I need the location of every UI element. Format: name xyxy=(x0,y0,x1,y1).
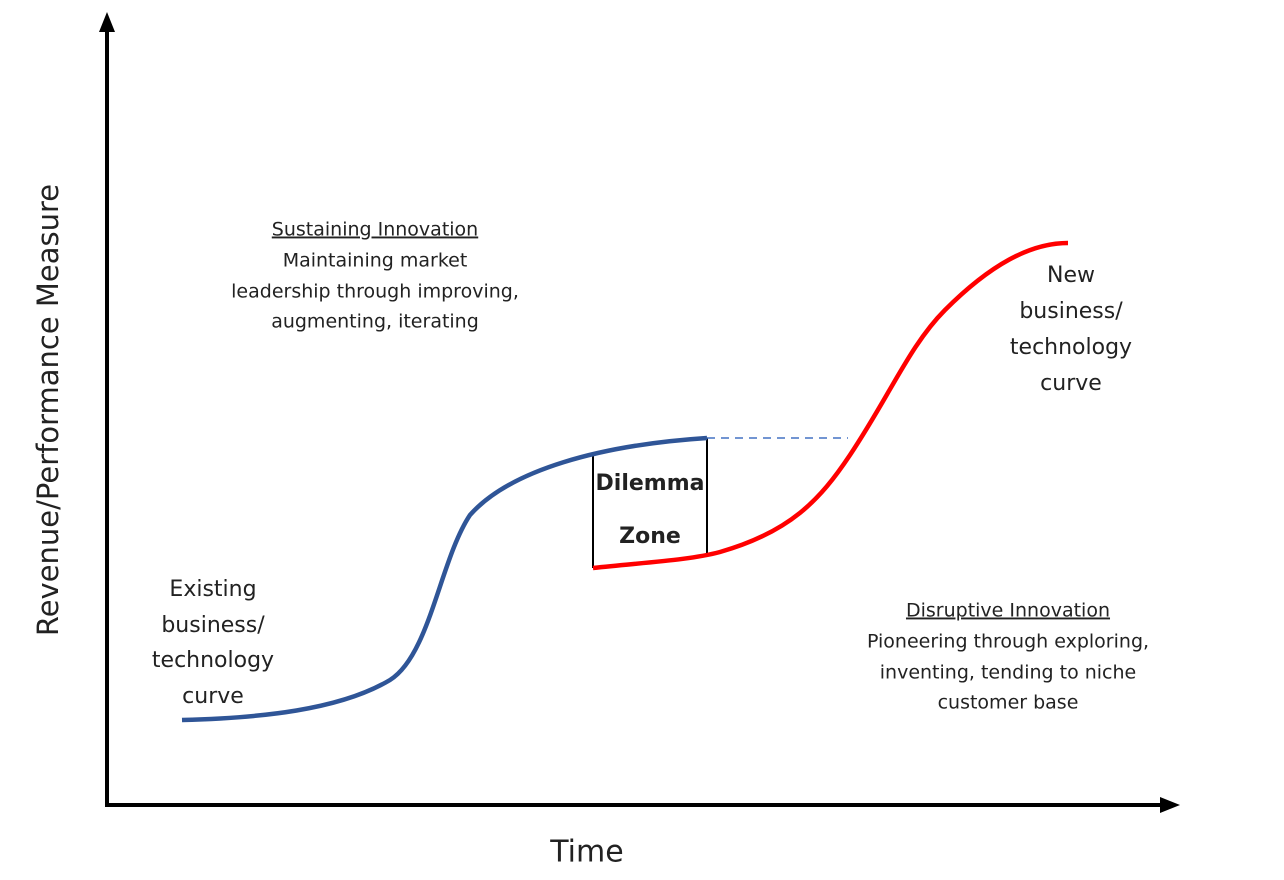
curve-label: technology xyxy=(152,648,274,673)
note-line: Pioneering through exploring, xyxy=(867,631,1149,653)
note-line: customer base xyxy=(938,692,1079,714)
existing-curve xyxy=(181,435,708,723)
curve-label: curve xyxy=(1040,371,1102,396)
existing-label: Existing business/ technology curve xyxy=(152,577,274,709)
y-axis-label: Revenue/Performance Measure xyxy=(31,184,65,636)
sustaining-note: Sustaining Innovation Maintaining market… xyxy=(231,219,519,333)
disruptive-note: Disruptive Innovation Pioneering through… xyxy=(867,600,1149,714)
note-title: Disruptive Innovation xyxy=(906,600,1110,622)
curve-label: business/ xyxy=(161,613,265,638)
dilemma-text: Zone xyxy=(619,524,681,549)
y-axis-arrow xyxy=(99,12,115,32)
note-line: leadership through improving, xyxy=(231,281,519,303)
curve-label: Existing xyxy=(169,577,256,602)
note-line: augmenting, iterating xyxy=(271,311,479,333)
x-axis-arrow xyxy=(1160,797,1180,813)
new-label: New business/ technology curve xyxy=(1010,263,1132,396)
x-axis-label: Time xyxy=(549,835,623,870)
new-curve xyxy=(592,240,1069,571)
curve-label: business/ xyxy=(1019,299,1123,324)
note-title: Sustaining Innovation xyxy=(272,219,478,241)
note-line: inventing, tending to niche xyxy=(880,662,1136,684)
curve-label: technology xyxy=(1010,335,1132,360)
dilemma-text: Dilemma xyxy=(596,471,705,496)
curve-label: New xyxy=(1047,263,1095,288)
note-line: Maintaining market xyxy=(283,250,468,272)
curve-label: curve xyxy=(182,684,244,709)
dilemma-label: Dilemma Zone xyxy=(596,471,705,549)
